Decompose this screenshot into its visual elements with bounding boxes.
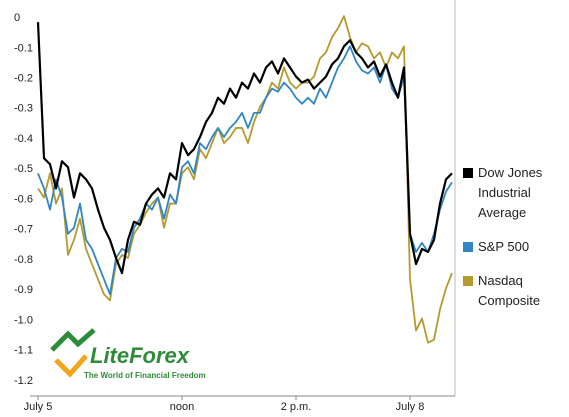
- x-tick-label: noon: [170, 401, 194, 413]
- x-tick-label: July 5: [24, 401, 53, 413]
- legend-label: Nasdaq Composite: [478, 273, 541, 308]
- y-tick-label: -1.1: [14, 345, 33, 357]
- y-tick-label: -0.2: [14, 73, 33, 85]
- logo-name: LiteForex: [90, 343, 190, 368]
- y-tick-label: -0.7: [14, 224, 33, 236]
- legend-item: S&P 500: [463, 237, 563, 257]
- x-tick-label: July 8: [396, 401, 425, 413]
- logo-mark: [50, 328, 96, 352]
- x-tick-label: 2 p.m.: [281, 401, 312, 413]
- series-line: [37, 45, 453, 296]
- y-tick-label: -0.5: [14, 163, 33, 175]
- series-line: [36, 22, 453, 275]
- y-tick-label: -1.2: [14, 375, 33, 387]
- logo: LiteForex The World of Financial Freedom: [50, 328, 206, 380]
- legend-swatch: [463, 168, 473, 178]
- series-line: [37, 15, 453, 344]
- logo-tagline: The World of Financial Freedom: [84, 371, 206, 380]
- legend-swatch: [463, 276, 473, 286]
- y-tick-label: -0.9: [14, 284, 33, 296]
- y-tick-label: -1.0: [14, 314, 33, 326]
- y-tick-label: -0.6: [14, 193, 33, 205]
- y-tick-label: -0.8: [14, 254, 33, 266]
- legend-label: Dow Jones Industrial Average: [478, 165, 543, 220]
- legend: Dow Jones Industrial Average S&P 500 Nasda…: [463, 163, 563, 325]
- logo-mark: [54, 354, 88, 378]
- y-tick-label: -0.4: [14, 133, 33, 145]
- y-tick-label: 0: [14, 12, 20, 24]
- y-tick-label: -0.1: [14, 42, 33, 54]
- legend-item: Dow Jones Industrial Average: [463, 163, 563, 223]
- y-tick-label: -0.3: [14, 103, 33, 115]
- legend-swatch: [463, 242, 473, 252]
- legend-item: Nasdaq Composite: [463, 271, 563, 311]
- legend-label: S&P 500: [478, 239, 530, 254]
